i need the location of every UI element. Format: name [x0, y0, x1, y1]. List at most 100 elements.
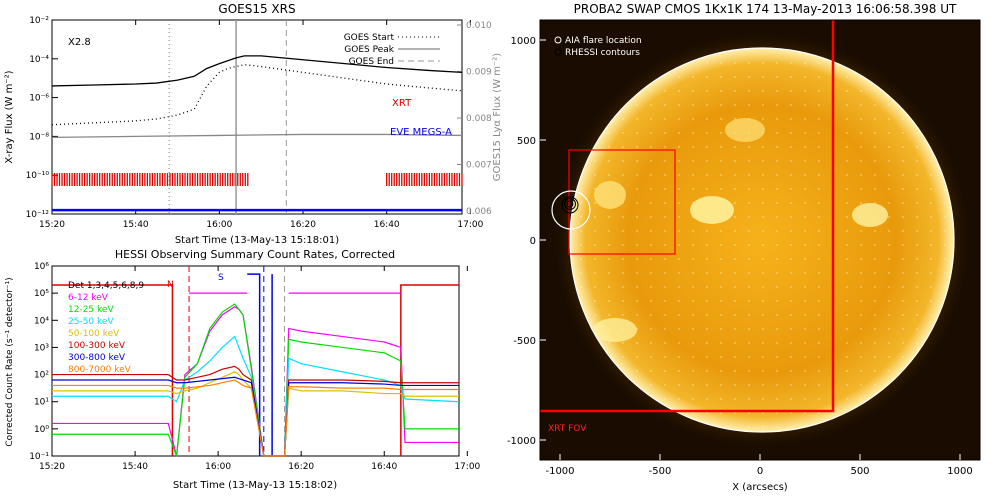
- swap-legend: AIA flare location RHESSI contours: [554, 36, 642, 58]
- goes-y-tick-label: 10⁻²: [29, 16, 49, 26]
- goes-y-tick-label: 10⁻⁶: [29, 94, 49, 104]
- goes-time-markers: [168, 20, 287, 214]
- goes-y-right-tick-label: 0.006: [466, 207, 492, 217]
- swap-rhessi-contours: [561, 196, 579, 214]
- goes-x-tick-label: 16:20: [290, 220, 316, 230]
- swap-y-tick-label: 500: [517, 136, 536, 147]
- hessi-y-tick-label: 10⁶: [34, 262, 49, 272]
- swap-bright-region: [690, 196, 734, 224]
- hessi-panel: HESSI Observing Summary Count Rates, Cor…: [5, 248, 481, 491]
- goes-y-tick-label: 10⁻⁸: [29, 132, 49, 142]
- swap-title: PROBA2 SWAP CMOS 1Kx1K 174 13-May-2013 1…: [574, 2, 957, 16]
- swap-panel: PROBA2 SWAP CMOS 1Kx1K 174 13-May-2013 1…: [507, 2, 981, 493]
- goes-ylabel-right: GOES15 Lyα Flux (W m⁻²): [492, 53, 503, 181]
- hessi-y-tick-label: 10³: [34, 343, 49, 353]
- hessi-x-tick-label: 16:20: [288, 462, 314, 472]
- rhessi-contour: [564, 198, 576, 210]
- swap-y-tick-label: -1000: [507, 436, 536, 447]
- goes-class-label: X2.8: [68, 37, 91, 48]
- swap-grid-dots: [572, 50, 952, 430]
- hessi-saa-flag: [247, 273, 261, 456]
- hessi-series-line: [52, 335, 460, 457]
- swap-y-tick-label: -500: [513, 336, 536, 347]
- goes-y-right-tick-label: 0.010: [466, 21, 492, 31]
- hessi-y-tick-label: 10⁻¹: [29, 452, 49, 462]
- swap-flare-box: [568, 149, 676, 255]
- goes-x-axis: 15:20 15:40 16:00 16:20 16:40 17:00: [39, 20, 484, 230]
- swap-x-tick-label: 1000: [947, 466, 972, 477]
- goes-x-tick-label: 17:00: [457, 220, 483, 230]
- goes-x-tick-label: 15:20: [39, 220, 65, 230]
- goes-plot-frame: [51, 19, 463, 215]
- hessi-legend-entry: 800-7000 keV: [68, 365, 132, 375]
- swap-legend-aia: AIA flare location: [565, 36, 642, 46]
- swap-bright-region: [594, 181, 626, 209]
- goes-title: GOES15 XRS: [218, 2, 295, 16]
- goes-xlabel: Start Time (13-May-13 15:18:01): [175, 235, 339, 246]
- goes-series-lya: [51, 133, 463, 139]
- swap-legend-aia-symbol: [554, 36, 562, 44]
- hessi-ylabel: Corrected Count Rate (s⁻¹ detector⁻¹): [5, 277, 15, 446]
- goes-legend: GOES Start GOES Peak GOES End: [344, 33, 440, 67]
- hessi-y-tick-label: 10¹: [34, 398, 49, 408]
- swap-legend-rhessi-symbol: [554, 48, 562, 56]
- swap-x-axis: -1000 -500 0 500 1000: [545, 454, 973, 477]
- goes-y-tick-label: 10⁻¹⁰: [26, 171, 50, 181]
- goes-xrt-label: XRT: [392, 98, 412, 109]
- hessi-legend-title: Det 1,3,4,5,6,8,9: [68, 281, 144, 291]
- goes-series-long: [51, 55, 463, 87]
- goes-y-tick-label: 10⁻¹²: [26, 210, 50, 220]
- goes-series-short: [51, 63, 463, 126]
- hessi-series-line: [52, 376, 459, 457]
- hessi-series-line: [52, 303, 459, 457]
- goes-ylabel: X-ray Flux (W m⁻²): [4, 70, 15, 163]
- swap-bright-region: [593, 318, 637, 342]
- swap-x-tick-label: -500: [649, 466, 672, 477]
- goes-x-tick-label: 15:40: [123, 220, 149, 230]
- swap-x-tick-label: -1000: [545, 466, 574, 477]
- hessi-y-tick-label: 10⁴: [34, 316, 49, 326]
- swap-y-tick-label: 0: [530, 236, 536, 247]
- swap-xrt-fov-label: XRT FOV: [548, 424, 587, 434]
- hessi-legend-entry: 100-300 keV: [68, 341, 126, 351]
- hessi-flags: [52, 266, 459, 456]
- hessi-legend-entry: 50-100 keV: [68, 329, 120, 339]
- hessi-title: HESSI Observing Summary Count Rates, Cor…: [115, 248, 395, 261]
- goes-series: [51, 55, 463, 212]
- swap-limb: [569, 47, 955, 433]
- swap-aia-flare-marker: [551, 190, 591, 230]
- rhessi-contour: [566, 200, 574, 208]
- hessi-x-tick-label: 16:40: [371, 462, 397, 472]
- hessi-y-tick-label: 10²: [34, 371, 49, 381]
- swap-xlabel: X (arcsecs): [732, 482, 788, 493]
- goes-legend-end: GOES End: [349, 57, 394, 67]
- hessi-xlabel: Start Time (13-May-13 15:18:02): [173, 480, 337, 491]
- goes-y-tick-label: 10⁻⁴: [29, 55, 49, 65]
- hessi-flag-n: N: [167, 280, 174, 290]
- hessi-legend: Det 1,3,4,5,6,8,9 6-12 keV 12-25 keV 25-50…: [68, 281, 144, 375]
- hessi-x-tick-label: 15:40: [122, 462, 148, 472]
- rhessi-contour: [561, 196, 579, 214]
- hessi-legend-entry: 300-800 keV: [68, 353, 126, 363]
- hessi-series-line: [52, 379, 459, 457]
- hessi-series-line: [52, 365, 459, 457]
- goes-x-tick-label: 16:40: [374, 220, 400, 230]
- goes-y-right-tick-label: 0.007: [466, 161, 492, 171]
- goes-y-right-tick-label: 0.008: [466, 114, 492, 124]
- hessi-legend-entry: 25-50 keV: [68, 317, 114, 327]
- goes-legend-start: GOES Start: [344, 33, 395, 43]
- swap-active-regions: [593, 118, 888, 342]
- swap-bright-region: [725, 118, 765, 142]
- hessi-series: [52, 303, 460, 457]
- goes-panel: GOES15 XRS X2.8 X-ray Flux (W m⁻²) GOES1…: [4, 2, 503, 246]
- hessi-flag-s: S: [218, 273, 224, 283]
- hessi-legend-entry: 6-12 keV: [68, 293, 109, 303]
- goes-x-tick-label: 16:00: [206, 220, 232, 230]
- goes-y-axis: 10⁻¹² 10⁻¹⁰ 10⁻⁸ 10⁻⁶ 10⁻⁴ 10⁻²: [26, 16, 58, 220]
- hessi-x-tick-label: 16:00: [205, 462, 231, 472]
- hessi-y-tick-label: 10⁵: [34, 289, 49, 299]
- goes-xrt-coverage: [51, 173, 463, 186]
- goes-y-right-tick-label: 0.009: [466, 68, 492, 78]
- swap-y-axis: 1000 500 0 -500 -1000: [507, 36, 546, 447]
